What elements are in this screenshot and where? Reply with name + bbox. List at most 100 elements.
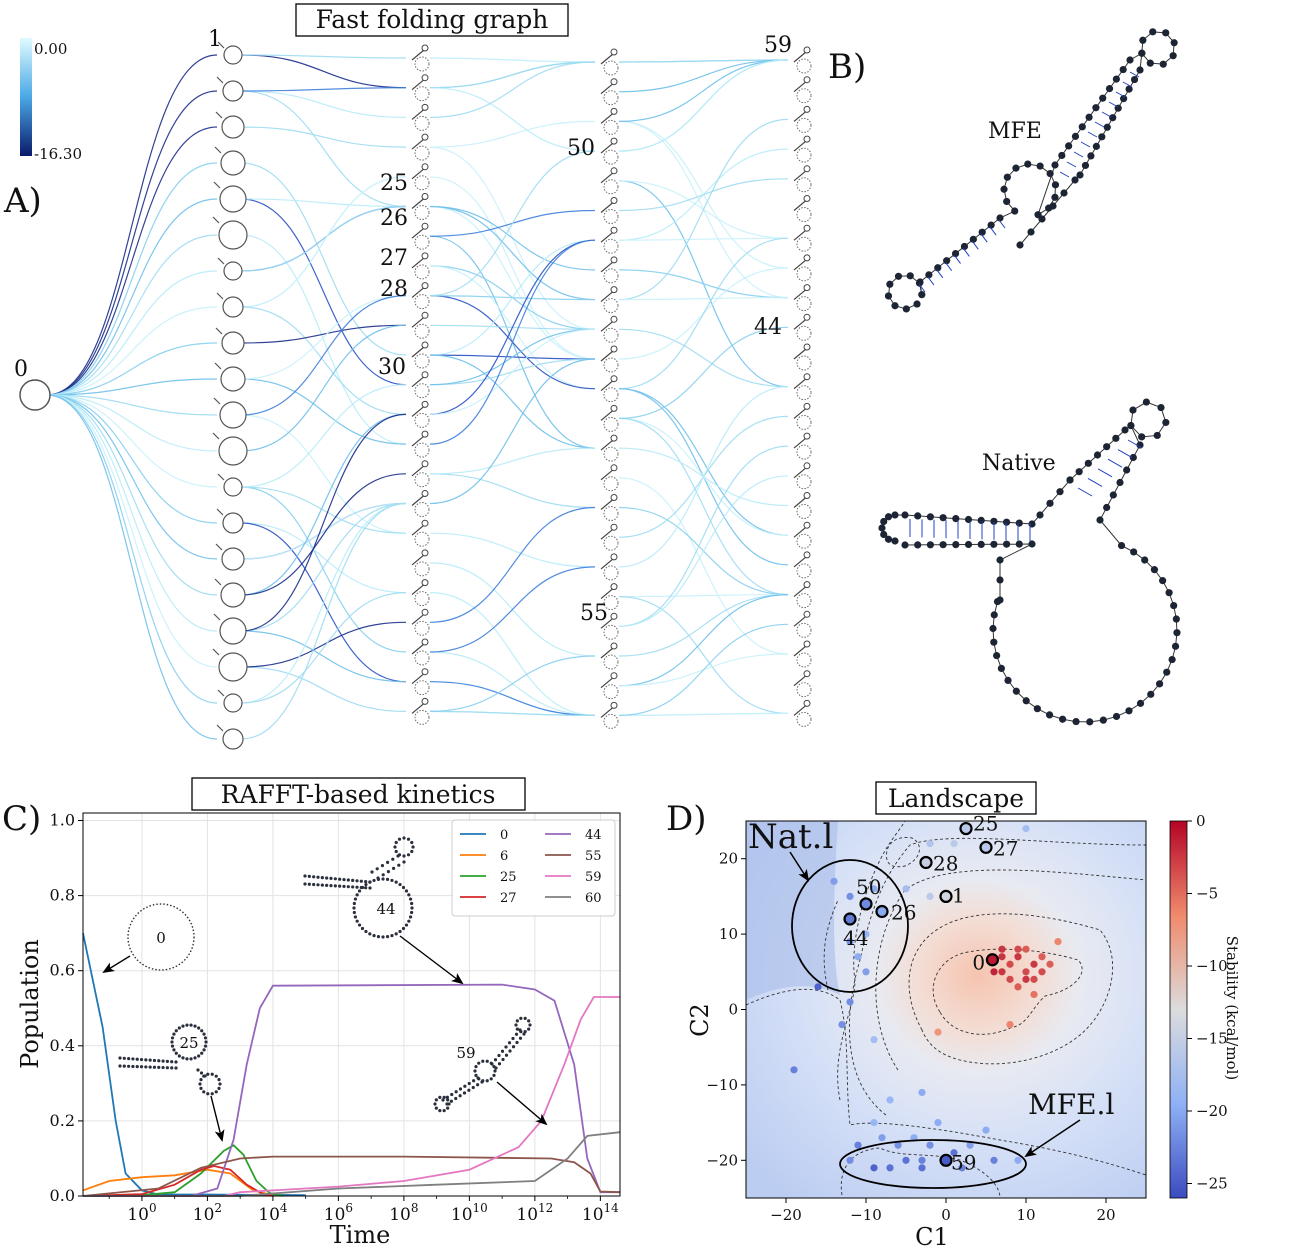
native-callout: Nat.l [748,817,833,857]
node-l4-loop-16 [804,522,810,528]
kin44-dot-24 [358,889,361,892]
kin59-dot-42 [490,1062,493,1065]
kin25-dot-20 [189,1024,192,1027]
node-l3-12 [604,417,618,431]
kin44-dot-94 [407,838,410,841]
kin-legend-label-59: 59 [585,870,602,885]
mfe-base-19 [1011,207,1018,214]
native-base-12 [965,516,972,523]
kin44-dot-92 [398,838,401,841]
kin44-dot-10 [381,935,384,938]
native-base-66 [1034,705,1041,712]
native-base-0 [891,537,898,544]
kin44-dot-83 [402,860,405,863]
kin59-dot-60 [528,1023,531,1026]
node-l3-9 [604,328,618,342]
node-l2-14 [415,473,429,487]
kin44-dot-64 [338,885,341,888]
edge-3-22-2 [619,624,788,715]
mfe-pair-a-5 [963,248,969,256]
node-label-30: 30 [378,355,406,380]
native-base-31 [1143,398,1150,405]
edge-2-11-1 [430,329,595,384]
edge-3-8-1 [619,298,788,300]
kin59-dot-45 [501,1050,504,1053]
kin25-dot-40 [118,1064,121,1067]
native-base-73 [989,625,996,632]
native-base-79 [1028,540,1035,547]
land-xtick-label-3: 10 [1016,1206,1035,1224]
native-base-57 [1147,691,1154,698]
mfe-backbone [888,32,1174,309]
node-l1-19 [223,729,243,749]
node-l2-8 [415,295,429,309]
node-l2-6 [415,235,429,249]
mfe-label: MFE [988,119,1042,144]
kin44-dot-0 [410,906,413,909]
kin59-dot-8 [474,1065,477,1068]
kin-ytick-label-3: 0.6 [50,961,75,980]
edge-0-4 [47,199,217,395]
mfe-base-41 [1120,66,1127,73]
kin-xtick-label-0: 100 [127,1201,156,1225]
kin59-dot-1 [492,1074,495,1077]
node-l3-14 [604,477,618,491]
mfe-base-1 [903,305,910,312]
node-l4-21 [797,683,811,697]
mfe-base-69 [1016,241,1023,248]
kin25-dot-67 [217,1078,220,1081]
kin25-dot-1 [204,1044,207,1047]
edge-1-1-2 [241,88,406,91]
kin44-dot-50 [347,878,350,881]
native-base-85 [952,541,959,548]
kin-xtick-label-1: 102 [193,1201,222,1225]
kin44-dot-34 [398,883,401,886]
kin25-dot-23 [200,1029,203,1032]
native-base-23 [1076,468,1083,475]
edge-3-6-1 [619,238,788,240]
node-l2-loop-20 [422,639,428,645]
landscape-point-46 [926,1142,933,1149]
native-pair-b-3 [1108,459,1122,467]
land-ytick-label-2: 0 [728,1001,738,1019]
kin44-dot-3 [407,920,410,923]
node-l2-20 [415,651,429,665]
landscape-point-34 [790,1066,797,1073]
node-l1-stem-14 [216,544,222,550]
node-l4-8 [797,297,811,311]
mfe-callout: MFE.l [1028,1088,1114,1121]
native-base-9 [927,513,934,520]
edge-2-15-0 [430,359,595,504]
kin25-dot-46 [144,1065,147,1068]
mfe-base-53 [1131,76,1138,83]
kin59-dot-11 [486,1060,489,1063]
node-l3-loop-20 [611,643,617,649]
node-l4-loop-14 [804,463,810,469]
node-l1-stem-2 [216,112,222,118]
mfe-base-26 [1047,170,1054,177]
node-l3-loop-15 [611,495,617,501]
kin59-dot-2 [490,1077,493,1080]
kinetics-lines [83,933,620,1196]
landscape-labeled-point-59 [941,1155,952,1166]
kin44-dot-66 [347,885,350,888]
mfe-base-23 [1012,165,1019,172]
land-ytick-label-1: −10 [706,1076,738,1094]
kin25-dot-35 [157,1059,160,1062]
kin44-dot-88 [398,853,401,856]
kin59-dot-58 [519,1037,522,1040]
kin-legend-label-27: 27 [500,891,517,906]
kin25-dot-57 [211,1092,214,1095]
kin59-dot-18 [459,1087,462,1090]
edge-2-10-1 [430,240,595,355]
kin25-dot-64 [206,1073,209,1076]
kin25-dot-6 [189,1057,192,1060]
node-l2-loop-3 [422,134,428,140]
kin59-dot-34 [443,1109,446,1112]
kinetics-ylabel: Population [16,939,44,1069]
landscape-point-27 [846,893,853,900]
kin25-dot-51 [166,1066,169,1069]
kin59-dot-46 [504,1045,507,1048]
node-l1-17 [219,653,247,681]
